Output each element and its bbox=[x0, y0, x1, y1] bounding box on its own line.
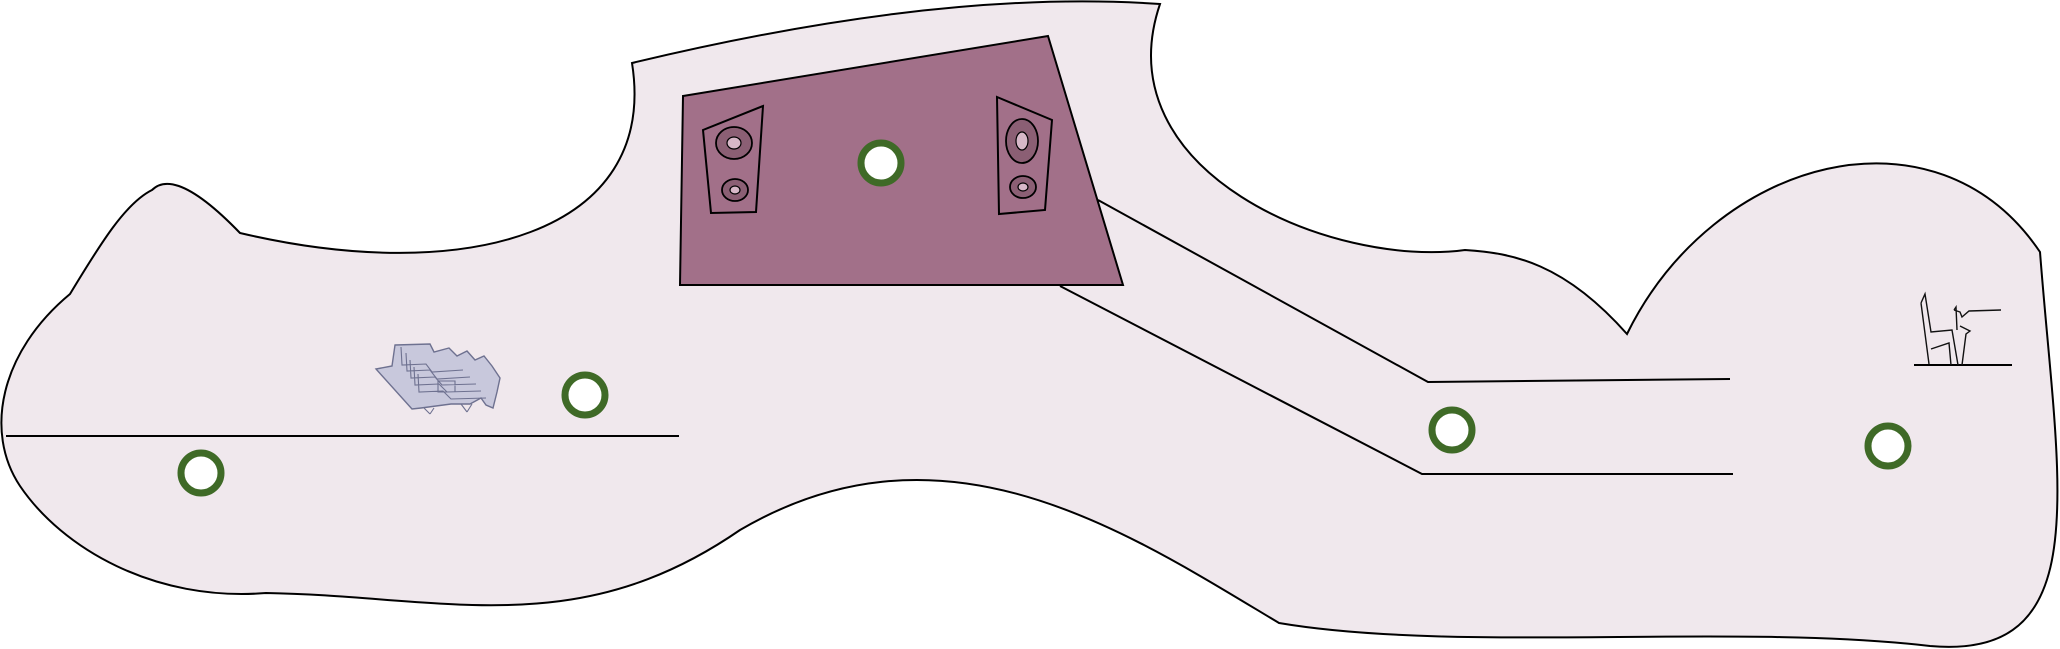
speaker-icon bbox=[995, 95, 1054, 216]
stairs-icon bbox=[374, 343, 501, 415]
stairs-block bbox=[374, 343, 501, 410]
stage-speaker-right bbox=[995, 95, 1054, 216]
speaker-icon bbox=[701, 104, 765, 215]
chair-seat-and-legs bbox=[1930, 304, 2002, 366]
marker-left-lower[interactable] bbox=[177, 449, 225, 497]
stairs-step-lines bbox=[400, 346, 487, 400]
location-markers bbox=[177, 139, 1912, 497]
chair-back bbox=[1920, 291, 1959, 366]
stage-speaker-left bbox=[701, 104, 765, 215]
speaker-driver-core-upper-left bbox=[726, 136, 742, 150]
stairs-legs bbox=[423, 403, 473, 415]
marker-right-corridor[interactable] bbox=[1428, 406, 1476, 454]
speaker-driver-core-lower-right bbox=[1017, 182, 1029, 192]
speaker-driver-core-lower-left bbox=[729, 185, 741, 195]
marker-right-room[interactable] bbox=[1864, 422, 1912, 470]
corridor-line-upper bbox=[1097, 199, 1731, 384]
marker-stage[interactable] bbox=[857, 139, 905, 187]
chair-icon bbox=[1920, 291, 2002, 366]
corridor-line-lower bbox=[1059, 285, 1733, 475]
marker-left-upper[interactable] bbox=[561, 371, 609, 419]
speaker-driver-core-upper-right bbox=[1015, 131, 1029, 151]
